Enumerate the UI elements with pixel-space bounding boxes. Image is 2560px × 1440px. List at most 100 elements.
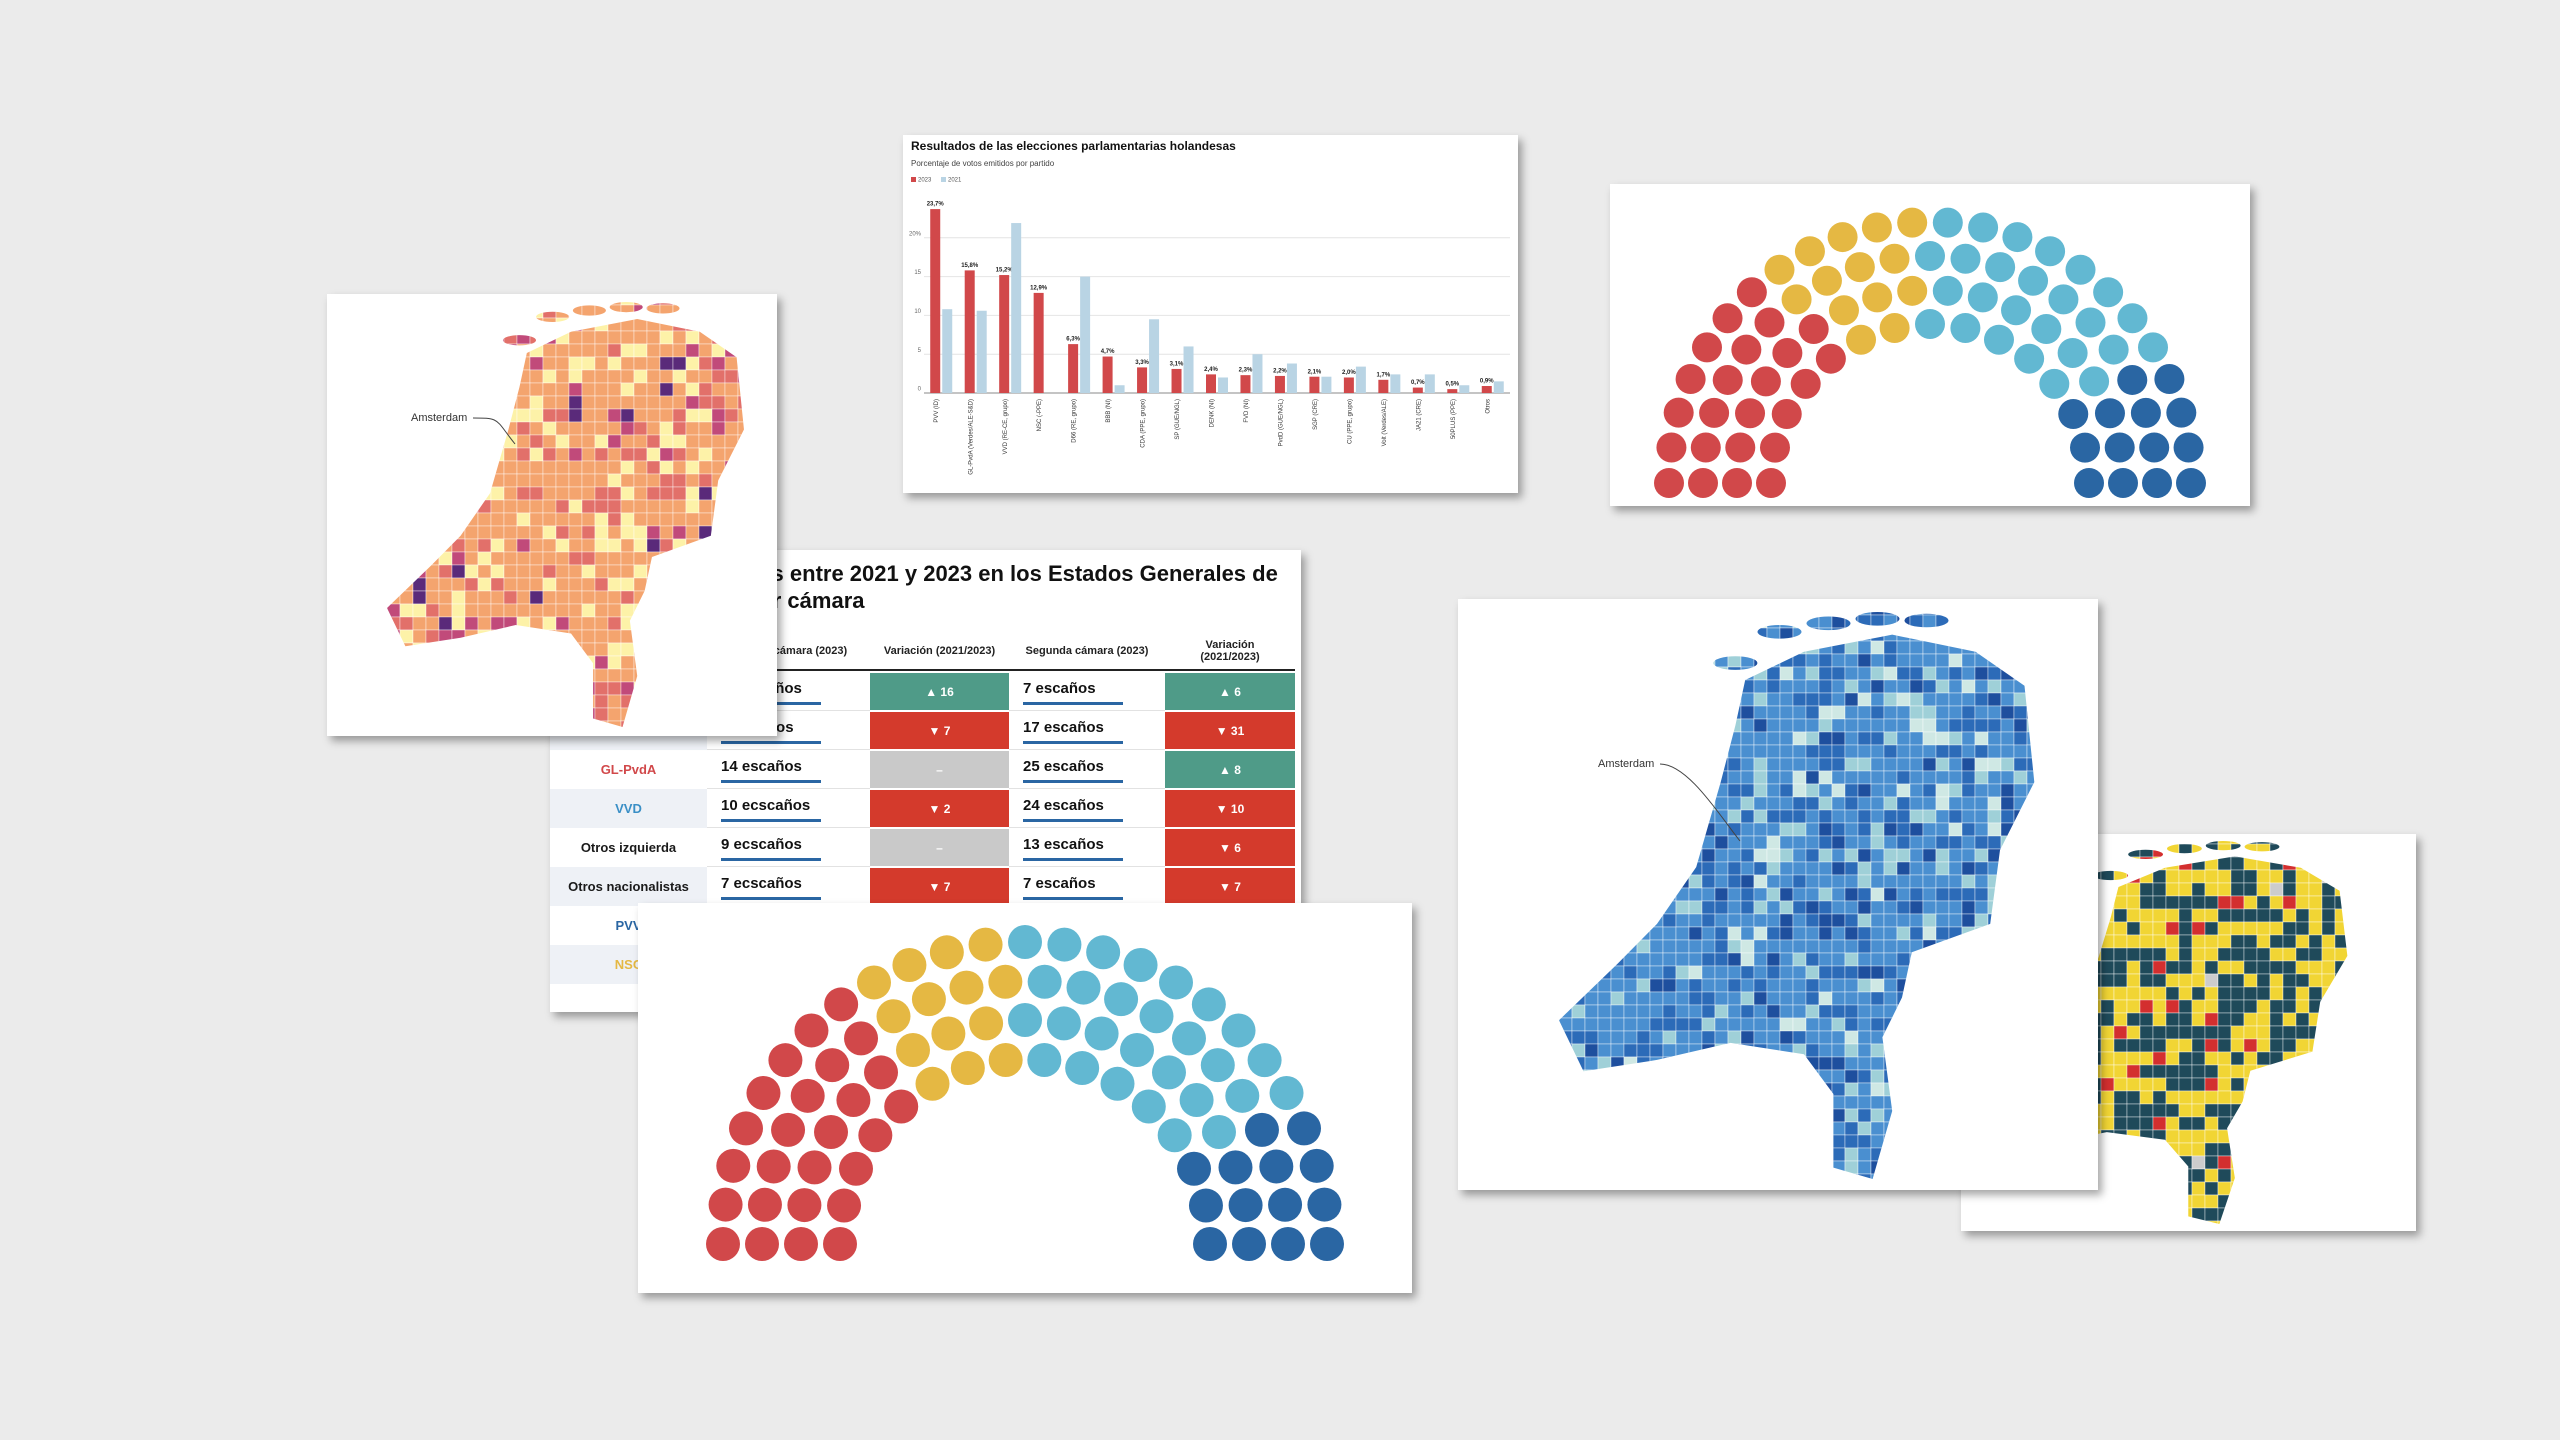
region — [2295, 1025, 2310, 1040]
region — [2113, 882, 2128, 897]
region — [1740, 1082, 1755, 1097]
region — [2282, 908, 2297, 923]
region — [2348, 1039, 2361, 1052]
region — [2230, 882, 2245, 897]
region — [1779, 679, 1794, 694]
region — [2178, 1129, 2193, 1144]
region — [2074, 1194, 2089, 1209]
region — [581, 434, 596, 449]
region — [724, 343, 739, 358]
region — [1766, 718, 1781, 733]
region — [529, 512, 544, 527]
region — [1559, 679, 1573, 694]
region — [1623, 1147, 1638, 1162]
region — [1831, 1030, 1846, 1045]
region — [1909, 822, 1924, 837]
region — [1909, 731, 1924, 746]
region — [568, 421, 583, 436]
region — [1818, 1004, 1833, 1019]
region — [425, 434, 440, 449]
region — [1818, 1095, 1833, 1110]
region — [2100, 1012, 2115, 1027]
region — [2026, 887, 2035, 902]
region — [2013, 770, 2028, 785]
region — [2243, 1129, 2258, 1144]
region — [711, 538, 726, 553]
region — [646, 720, 661, 727]
region — [751, 294, 764, 305]
region — [2321, 1051, 2336, 1066]
region — [2139, 869, 2154, 884]
region — [2204, 895, 2219, 910]
region — [685, 330, 700, 345]
region — [2139, 1155, 2154, 1170]
seat — [2074, 468, 2104, 498]
region — [387, 512, 401, 527]
region — [1584, 1043, 1599, 1058]
region — [2178, 1116, 2193, 1131]
region — [399, 512, 414, 527]
region — [516, 434, 531, 449]
region — [1922, 861, 1937, 876]
region — [516, 590, 531, 605]
region — [1792, 848, 1807, 863]
region — [1935, 1108, 1950, 1123]
change-cell: ▲ 8 — [1165, 751, 1295, 788]
region — [711, 668, 726, 683]
region — [451, 603, 466, 618]
region — [1714, 926, 1729, 941]
region — [1649, 978, 1664, 993]
region — [2269, 1051, 2284, 1066]
region — [399, 551, 414, 566]
region — [1818, 965, 1833, 980]
region — [1636, 913, 1651, 928]
region — [1740, 718, 1755, 733]
region — [2295, 921, 2310, 936]
region — [2000, 783, 2015, 798]
region — [1818, 692, 1833, 707]
seat — [836, 1083, 871, 1118]
region — [464, 642, 479, 657]
region — [2152, 1012, 2167, 1027]
region — [1831, 1134, 1846, 1149]
seat — [1151, 1055, 1186, 1090]
region — [1883, 770, 1898, 785]
seat — [1046, 1006, 1081, 1041]
region — [1935, 796, 1950, 811]
region — [503, 577, 518, 592]
region — [2348, 1104, 2361, 1117]
region — [1935, 861, 1950, 876]
region — [464, 304, 479, 319]
region — [2256, 908, 2271, 923]
region — [516, 616, 531, 631]
region — [2126, 986, 2141, 1001]
region — [1844, 874, 1859, 889]
region — [1688, 822, 1703, 837]
region — [1571, 965, 1586, 980]
region — [1870, 757, 1885, 772]
region — [399, 421, 414, 436]
region — [581, 551, 596, 566]
change-cell: ▼ 31 — [1165, 712, 1295, 749]
seat — [1985, 252, 2016, 283]
seat — [1259, 1149, 1294, 1184]
region — [1844, 978, 1859, 993]
region — [737, 356, 744, 371]
region — [1636, 770, 1651, 785]
region — [1883, 848, 1898, 863]
region — [1623, 1121, 1638, 1136]
region — [1883, 1147, 1898, 1162]
region — [1753, 731, 1768, 746]
region — [711, 460, 726, 475]
region — [1701, 692, 1716, 707]
region — [2308, 986, 2323, 1001]
region — [1870, 978, 1885, 993]
region — [1909, 718, 1924, 733]
region — [1948, 640, 1963, 655]
region — [542, 302, 557, 306]
region — [2026, 653, 2035, 668]
region — [464, 460, 479, 475]
region — [464, 499, 479, 514]
region — [2243, 1038, 2258, 1053]
region — [646, 408, 661, 423]
